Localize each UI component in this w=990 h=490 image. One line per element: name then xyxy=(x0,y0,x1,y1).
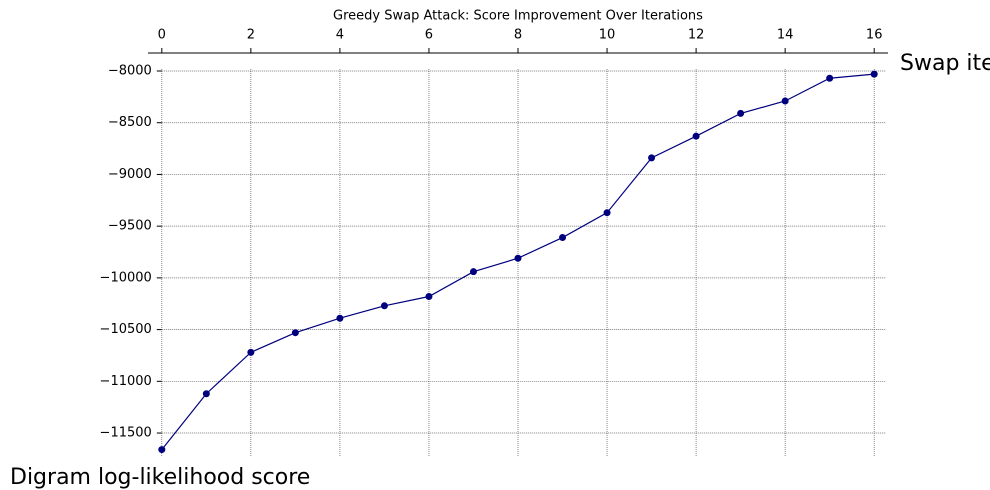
y-tick-label: −8500 xyxy=(108,115,152,130)
x-tick-label: 0 xyxy=(158,28,166,43)
point xyxy=(425,292,433,300)
x-tick-label: 10 xyxy=(599,28,616,43)
point xyxy=(291,329,299,337)
chart-title: Greedy Swap Attack: Score Improvement Ov… xyxy=(333,9,703,24)
y-tick-label: −11000 xyxy=(100,374,152,389)
x-tick-label: 16 xyxy=(866,28,883,43)
point xyxy=(336,314,344,322)
point xyxy=(648,154,656,162)
point xyxy=(469,268,477,276)
y-tick-label: −11500 xyxy=(100,426,152,441)
y-tick-label: −10000 xyxy=(100,270,152,285)
point xyxy=(737,109,745,117)
point xyxy=(158,446,166,454)
y-tick-label: −10500 xyxy=(100,322,152,337)
y-axis-label: Digram log-likelihood score xyxy=(10,465,310,490)
x-tick-label: 6 xyxy=(425,28,433,43)
point xyxy=(781,97,789,105)
y-tick-label: −8000 xyxy=(108,63,152,78)
point xyxy=(870,70,878,78)
point xyxy=(202,390,210,398)
x-tick-label: 12 xyxy=(688,28,705,43)
x-tick-label: 4 xyxy=(336,28,344,43)
point xyxy=(603,209,611,217)
x-tick-label: 14 xyxy=(777,28,794,43)
x-tick-label: 8 xyxy=(514,28,522,43)
y-tick-label: −9000 xyxy=(108,167,152,182)
x-axis-label: Swap iterations xyxy=(900,51,990,76)
x-tick-label: 2 xyxy=(247,28,255,43)
point xyxy=(380,302,388,310)
point xyxy=(514,254,522,262)
point xyxy=(247,348,255,356)
point xyxy=(692,132,700,140)
y-tick-label: −9500 xyxy=(108,219,152,234)
point xyxy=(826,74,834,82)
point xyxy=(559,234,567,242)
